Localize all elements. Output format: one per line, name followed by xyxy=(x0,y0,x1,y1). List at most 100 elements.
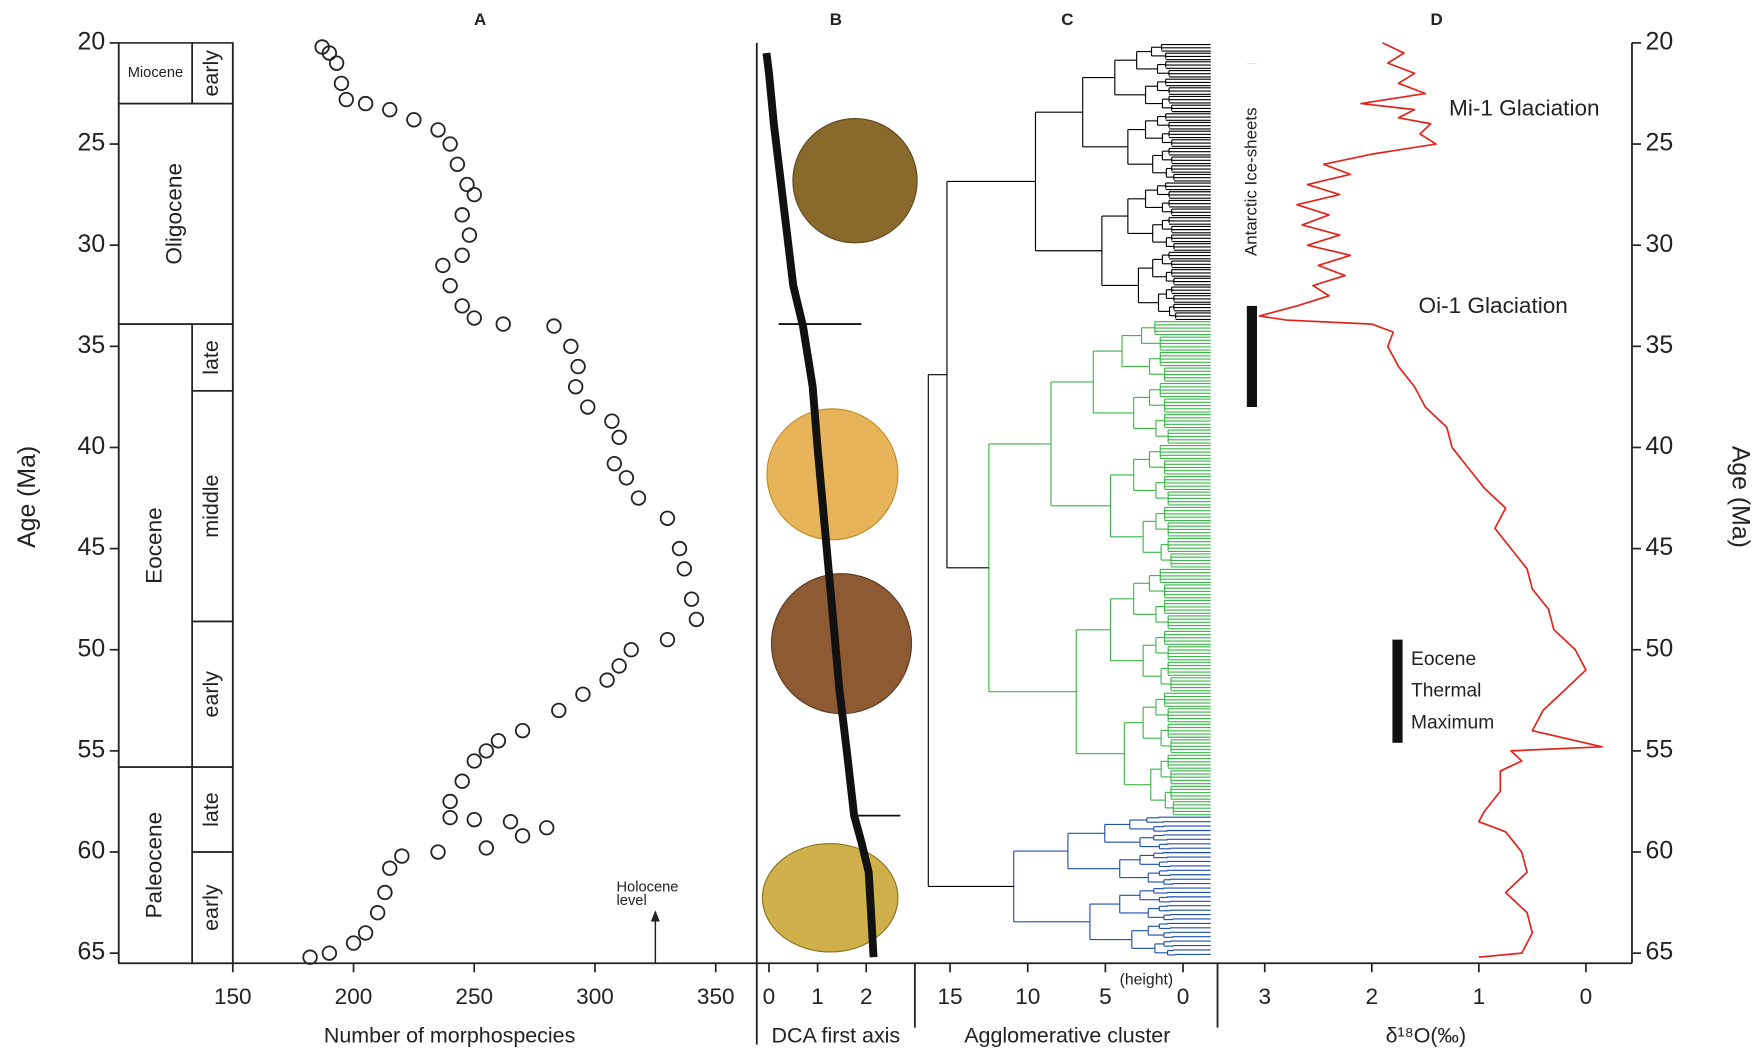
y-tick-label: 20 xyxy=(78,28,106,55)
y-tick-label: 40 xyxy=(1646,433,1674,460)
x-axis-title: δ¹⁸O(‰) xyxy=(1386,1023,1467,1047)
y-tick-label: 65 xyxy=(78,939,106,966)
point xyxy=(466,753,482,769)
annotation: level xyxy=(617,893,647,909)
point xyxy=(459,176,475,193)
epoch-label: Oligocene xyxy=(162,163,187,265)
point xyxy=(495,316,511,332)
y-tick-label: 40 xyxy=(78,433,106,460)
data-line xyxy=(1258,42,1603,959)
x-tick-label: 0 xyxy=(1177,984,1190,1009)
y-tick-label: 50 xyxy=(78,635,106,662)
pollen-images xyxy=(761,118,918,953)
point xyxy=(623,642,639,658)
epoch-label: Paleocene xyxy=(141,812,166,919)
pollen-image xyxy=(761,843,899,953)
point xyxy=(478,840,495,856)
y-tick-label: 50 xyxy=(1646,635,1674,662)
point xyxy=(435,257,451,274)
point xyxy=(394,848,410,864)
bar-label: Antarctic Ice-sheets xyxy=(1241,107,1260,256)
bar-label: Maximum xyxy=(1411,712,1494,733)
stage-label: early xyxy=(199,671,223,718)
point xyxy=(442,277,458,294)
y-tick-label: 35 xyxy=(78,332,106,359)
point xyxy=(466,811,482,828)
y-tick-label: 30 xyxy=(1646,231,1674,258)
x-tick-label: 250 xyxy=(455,984,493,1009)
point xyxy=(345,935,362,951)
x-tick-label: 3 xyxy=(1258,984,1271,1009)
interval-bar xyxy=(1392,639,1403,743)
stage-label: late xyxy=(199,340,223,375)
x-tick-label: 2 xyxy=(860,984,873,1009)
x-tick-label: 150 xyxy=(214,984,252,1009)
x-tick-label: 2 xyxy=(1366,984,1379,1009)
y-axis-title: Age (Ma) xyxy=(1727,446,1754,548)
point xyxy=(377,884,393,901)
annotation: Holocene xyxy=(616,879,678,895)
point xyxy=(539,820,555,836)
point xyxy=(302,949,318,965)
label-bg xyxy=(1241,63,1263,306)
x-tick-label: 350 xyxy=(697,984,735,1009)
point xyxy=(369,905,386,921)
point xyxy=(599,672,615,688)
point xyxy=(430,844,446,860)
y-tick-label: 65 xyxy=(1646,939,1674,966)
point xyxy=(442,136,458,152)
point xyxy=(580,399,596,415)
point xyxy=(688,611,705,628)
point xyxy=(454,773,470,789)
point xyxy=(575,686,591,702)
point xyxy=(676,561,693,577)
y-tick-label: 55 xyxy=(78,736,106,763)
panel-label: D xyxy=(1430,10,1442,29)
point xyxy=(551,702,567,719)
point xyxy=(514,828,531,844)
point xyxy=(466,310,482,326)
point xyxy=(406,112,422,128)
y-tick-label: 25 xyxy=(1646,130,1674,157)
point xyxy=(630,490,647,506)
point xyxy=(454,247,470,263)
bar-label: Eocene xyxy=(1411,649,1476,670)
x-tick-label: 15 xyxy=(937,984,962,1009)
annotation-arrowhead xyxy=(650,910,660,922)
x-tick-label: 5 xyxy=(1099,984,1112,1009)
point xyxy=(478,743,495,759)
point xyxy=(333,75,350,92)
stage-label: early xyxy=(199,50,223,97)
point xyxy=(328,55,345,71)
stage-label: late xyxy=(199,792,223,827)
stage-label: middle xyxy=(199,475,223,538)
axis-note: (height) xyxy=(1120,971,1174,988)
point xyxy=(570,358,586,375)
point xyxy=(338,91,354,108)
point xyxy=(611,658,627,674)
x-tick-label: 1 xyxy=(811,984,824,1009)
point xyxy=(618,470,635,486)
point xyxy=(466,186,482,203)
pollen-image xyxy=(766,408,899,541)
x-tick-label: 0 xyxy=(763,984,776,1009)
y-tick-label: 45 xyxy=(78,534,106,561)
x-tick-label: 200 xyxy=(335,984,373,1009)
epoch-label: Eocene xyxy=(141,507,166,584)
panel-label: C xyxy=(1061,10,1073,29)
panel-label: A xyxy=(474,10,486,29)
point xyxy=(321,945,338,961)
data-line xyxy=(762,52,878,958)
x-tick-label: 300 xyxy=(576,984,614,1009)
x-axis-title: Agglomerative cluster xyxy=(964,1023,1170,1047)
point xyxy=(357,925,374,941)
point xyxy=(683,591,700,607)
point xyxy=(568,379,584,395)
point xyxy=(659,510,676,526)
y-tick-label: 25 xyxy=(78,130,106,157)
panel-label: B xyxy=(830,10,842,29)
point xyxy=(563,338,579,355)
point xyxy=(514,722,531,739)
annotation: Mi-1 Glaciation xyxy=(1449,96,1600,121)
y-axis-title: Age (Ma) xyxy=(14,446,41,548)
